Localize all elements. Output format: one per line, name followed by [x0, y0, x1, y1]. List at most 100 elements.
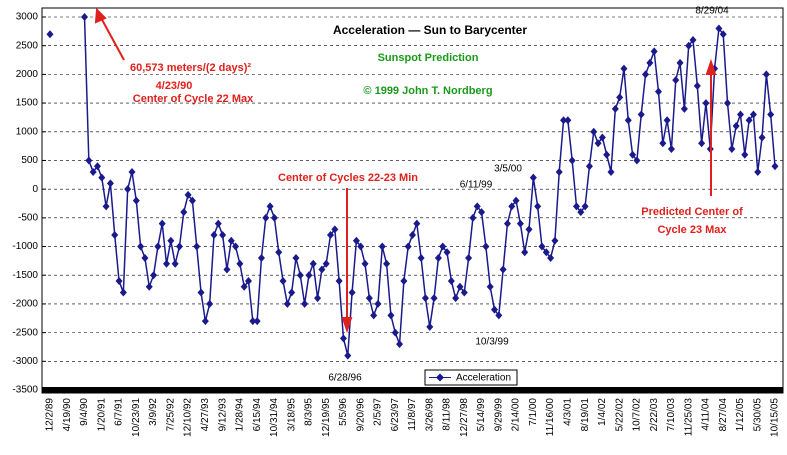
data-point	[296, 271, 304, 280]
data-point	[430, 294, 438, 303]
data-point	[132, 196, 140, 205]
data-point	[741, 150, 749, 159]
data-point	[667, 144, 675, 153]
data-point	[542, 248, 550, 257]
arrowhead	[705, 58, 717, 75]
x-tick-label: 7/1/00	[528, 398, 539, 426]
x-tick-label: 5/14/99	[476, 398, 487, 432]
data-point	[434, 254, 442, 263]
data-point	[525, 225, 533, 234]
data-point	[771, 162, 779, 171]
x-tick-label: 1/4/02	[597, 398, 608, 426]
data-point	[590, 127, 598, 136]
data-point	[469, 213, 477, 222]
data-point	[650, 47, 658, 56]
data-point	[490, 305, 498, 314]
data-point	[219, 231, 227, 240]
data-point	[637, 110, 645, 119]
x-tick-label: 8/19/01	[580, 398, 591, 432]
x-tick-label: 10/23/91	[131, 398, 142, 437]
data-point	[301, 299, 309, 308]
data-point	[538, 242, 546, 251]
data-point	[473, 202, 481, 211]
data-point	[102, 202, 110, 211]
data-point	[654, 87, 662, 96]
data-point	[279, 276, 287, 285]
data-point	[749, 110, 757, 119]
data-point	[624, 116, 632, 125]
x-tick-label: 6/15/94	[252, 398, 263, 432]
data-point	[89, 167, 97, 176]
data-point	[232, 242, 240, 251]
data-point	[581, 202, 589, 211]
x-tick-label: 12/19/95	[321, 398, 332, 437]
data-point	[534, 202, 542, 211]
data-point	[124, 185, 132, 194]
data-point	[167, 236, 175, 245]
data-point	[620, 64, 628, 73]
legend	[424, 369, 518, 386]
data-point	[680, 104, 688, 113]
x-tick-label: 8/27/04	[718, 398, 729, 432]
x-tick-label: 11/16/00	[545, 398, 556, 437]
date-label: 6/28/96	[328, 373, 362, 384]
data-point	[335, 276, 343, 285]
date-label: 6/11/99	[460, 180, 493, 191]
data-point	[611, 104, 619, 113]
data-point	[374, 299, 382, 308]
x-tick-label: 6/7/91	[114, 398, 125, 426]
data-point	[478, 208, 486, 217]
data-point	[598, 133, 606, 142]
data-point	[270, 213, 278, 222]
copyright: © 1999 John T. Nordberg	[363, 85, 492, 97]
x-tick-label: 9/20/96	[355, 398, 366, 432]
x-tick-label: 6/23/97	[390, 398, 401, 432]
x-tick-label: 11/8/97	[407, 398, 418, 431]
data-point	[728, 144, 736, 153]
data-point	[227, 236, 235, 245]
data-point	[262, 213, 270, 222]
data-point	[594, 139, 602, 148]
data-point	[646, 58, 654, 67]
data-point	[223, 265, 231, 274]
data-point	[452, 294, 460, 303]
annotation: Center of Cycle 22 Max	[133, 93, 254, 105]
data-point	[508, 202, 516, 211]
data-point	[344, 351, 352, 360]
x-tick-label: 11/25/03	[683, 398, 694, 437]
data-point	[180, 208, 188, 217]
data-point	[568, 156, 576, 165]
y-tick-label: -1500	[12, 270, 38, 281]
data-point	[150, 271, 158, 280]
x-tick-label: 10/15/05	[770, 398, 781, 437]
data-point	[702, 99, 710, 108]
data-point	[111, 231, 119, 240]
data-point	[370, 311, 378, 320]
data-point	[378, 242, 386, 251]
data-point	[400, 276, 408, 285]
data-point	[767, 110, 775, 119]
data-point	[249, 317, 257, 326]
data-point	[529, 173, 537, 182]
data-point	[698, 139, 706, 148]
data-point	[322, 259, 330, 268]
data-point	[266, 202, 274, 211]
data-point	[331, 225, 339, 234]
data-point	[516, 219, 524, 228]
date-label: 10/3/99	[475, 337, 509, 348]
data-point	[309, 259, 317, 268]
data-point	[318, 265, 326, 274]
data-point	[426, 322, 434, 331]
data-point	[663, 116, 671, 125]
data-point	[327, 231, 335, 240]
chart-title: Acceleration — Sun to Barycenter	[333, 23, 527, 37]
y-tick-label: -3500	[12, 385, 38, 396]
data-point	[115, 276, 123, 285]
x-tick-label: 3/9/92	[148, 398, 159, 426]
data-point	[158, 219, 166, 228]
data-point	[460, 288, 468, 297]
arrowhead	[94, 7, 107, 24]
y-tick-label: 0	[32, 184, 38, 195]
data-point	[560, 116, 568, 125]
y-tick-label: 1000	[16, 126, 39, 137]
